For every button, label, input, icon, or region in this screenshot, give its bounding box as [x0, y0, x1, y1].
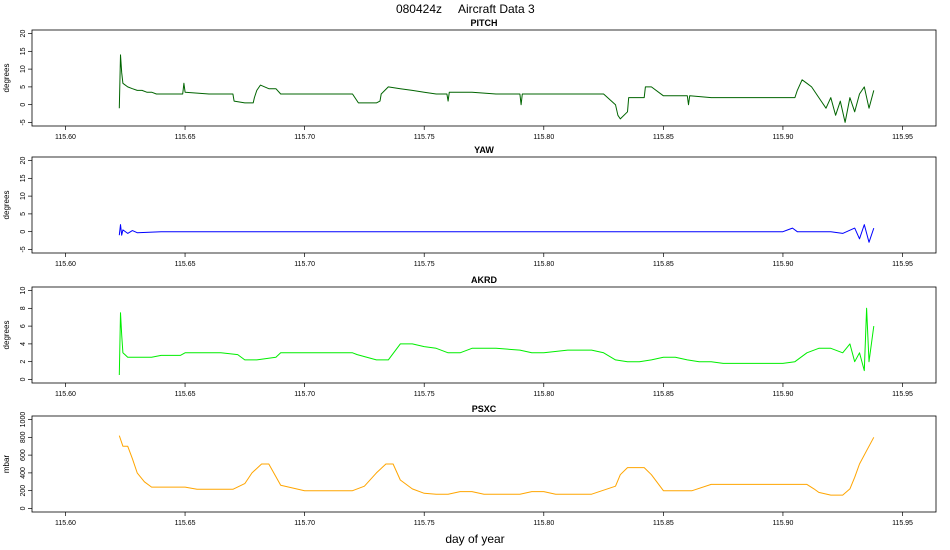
x-tick-label: 115.85 [653, 261, 674, 268]
x-tick-label: 115.80 [533, 520, 554, 527]
y-tick-label: 10 [20, 65, 27, 73]
panel-title: AKRD [471, 275, 497, 285]
x-tick-label: 115.80 [533, 134, 554, 141]
series-line-pitch [118, 54, 875, 123]
x-tick-label: 115.80 [533, 391, 554, 398]
x-tick-label: 115.75 [414, 261, 435, 268]
x-tick-label: 115.95 [892, 520, 913, 527]
y-tick-label: 5 [20, 85, 27, 89]
x-tick-label: 115.75 [414, 520, 435, 527]
x-tick-label: 115.85 [653, 520, 674, 527]
x-tick-label: 115.65 [175, 520, 196, 527]
x-tick-label: 115.65 [175, 134, 196, 141]
y-axis-label: degrees [2, 321, 11, 350]
x-tick-label: 115.75 [414, 391, 435, 398]
y-tick-label: 800 [20, 431, 27, 443]
figure-title: Aircraft Data 3 [458, 2, 535, 16]
panel-title: YAW [474, 145, 494, 155]
x-tick-label: 115.85 [653, 134, 674, 141]
y-axis-label: degrees [2, 191, 11, 220]
x-tick-label: 115.70 [294, 261, 315, 268]
x-tick-label: 115.95 [892, 134, 913, 141]
x-tick-label: 115.70 [294, 520, 315, 527]
plot-frame [31, 156, 937, 254]
y-tick-label: 20 [20, 157, 27, 165]
x-tick-label: 115.70 [294, 391, 315, 398]
chart-panel-yaw: YAW degrees -5 0 5 10 15 20 115.60 115.65 115.70 11… [2, 145, 937, 268]
plot-frame [31, 415, 937, 513]
y-tick-label: -5 [20, 119, 27, 125]
x-tick-label: 115.60 [55, 134, 76, 141]
y-tick-label: 200 [20, 485, 27, 497]
plot-frame [31, 286, 937, 384]
figure-date-code: 080424z [396, 2, 442, 16]
plot-frame [31, 29, 937, 127]
y-tick-label: 1000 [20, 412, 27, 428]
series-line-yaw [118, 224, 875, 243]
x-tick-label: 115.80 [533, 261, 554, 268]
y-tick-label: 0 [20, 506, 27, 510]
y-tick-label: 5 [20, 212, 27, 216]
y-tick-label: 600 [20, 449, 27, 461]
y-tick-label: 2 [20, 360, 27, 364]
y-tick-label: 0 [20, 103, 27, 107]
panel-title: PITCH [471, 18, 498, 28]
x-tick-label: 115.60 [55, 391, 76, 398]
y-tick-label: 400 [20, 467, 27, 479]
chart-panel-akrd: AKRD degrees 0 2 4 6 8 10 115.60 115.65 115.70 115.… [2, 275, 937, 398]
series-line-psxc [118, 435, 875, 496]
x-tick-label: 115.65 [175, 391, 196, 398]
x-tick-label: 115.60 [55, 261, 76, 268]
y-tick-label: 10 [20, 287, 27, 295]
series-line-akrd [118, 307, 875, 376]
chart-panel-psxc: PSXC mbar 0 200 400 600 800 1000 115.60 115.65 115… [2, 404, 937, 527]
y-tick-label: 15 [20, 174, 27, 182]
x-tick-label: 115.90 [772, 520, 793, 527]
x-tick-label: 115.70 [294, 134, 315, 141]
y-tick-label: 15 [20, 47, 27, 55]
panel-title: PSXC [472, 404, 497, 414]
x-tick-label: 115.85 [653, 391, 674, 398]
x-tick-label: 115.90 [772, 134, 793, 141]
y-tick-label: 4 [20, 342, 27, 346]
x-tick-label: 115.95 [892, 391, 913, 398]
x-tick-label: 115.90 [772, 391, 793, 398]
x-tick-label: 115.75 [414, 134, 435, 141]
y-axis-label: mbar [2, 455, 11, 474]
x-tick-label: 115.90 [772, 261, 793, 268]
y-axis-label: degrees [2, 64, 11, 93]
y-tick-label: 10 [20, 192, 27, 200]
y-tick-label: 6 [20, 324, 27, 328]
y-tick-label: 0 [20, 230, 27, 234]
y-tick-label: 20 [20, 30, 27, 38]
x-tick-label: 115.60 [55, 520, 76, 527]
y-tick-label: 8 [20, 306, 27, 310]
y-tick-label: -5 [20, 246, 27, 252]
x-tick-label: 115.65 [175, 261, 196, 268]
x-axis-label: day of year [445, 532, 504, 546]
figure-header: 080424z Aircraft Data 3 [396, 2, 535, 16]
chart-panel-pitch: PITCH degrees -5 0 5 10 15 20 115.60 115.65 115.70… [2, 18, 937, 141]
x-tick-label: 115.95 [892, 261, 913, 268]
y-tick-label: 0 [20, 377, 27, 381]
